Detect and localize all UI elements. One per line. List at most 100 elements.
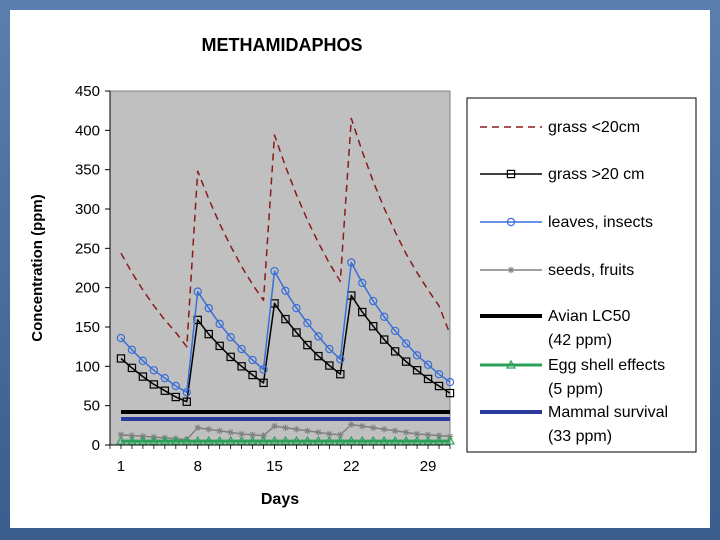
triangle-marker (313, 435, 324, 445)
circle-marker (369, 296, 378, 306)
legend-label: (42 ppm) (548, 332, 612, 349)
square-marker (116, 354, 126, 363)
x-tick-label: 22 (343, 458, 360, 475)
asterisk-marker (435, 432, 443, 439)
circle-marker (215, 319, 224, 329)
asterisk-stroke (348, 421, 355, 428)
series-line (120, 117, 451, 348)
asterisk-stroke (227, 429, 234, 436)
square-marker (434, 381, 444, 391)
chart-title: METHAMIDAPHOS (202, 35, 363, 55)
triangle-marker (258, 435, 269, 445)
circle-marker (412, 351, 422, 360)
square-marker (303, 340, 312, 350)
circle-marker (336, 355, 345, 364)
asterisk-marker (391, 427, 399, 435)
triangle-marker (291, 435, 302, 445)
asterisk-marker (348, 421, 355, 428)
asterisk-stroke (315, 429, 322, 436)
circle-marker (401, 339, 411, 348)
circle-marker (506, 217, 516, 227)
circle-marker (390, 326, 400, 336)
triangle-marker (148, 435, 159, 445)
legend-label: Mammal survival (548, 404, 668, 421)
square-marker (445, 388, 455, 398)
asterisk-marker (216, 427, 223, 435)
chart: METHAMIDAPHOS 0 50 100 150 200 250 300 350 400 45… (29, 35, 697, 508)
square-marker (292, 328, 301, 337)
square-marker (506, 169, 516, 179)
asterisk-stroke (337, 432, 344, 438)
triangle-marker (433, 435, 445, 445)
asterisk-stroke (414, 431, 420, 437)
asterisk-stroke (370, 424, 376, 431)
asterisk-stroke (282, 424, 289, 431)
legend-label: grass <20cm (548, 119, 640, 136)
triangle-marker (401, 435, 412, 445)
triangle-marker (203, 435, 214, 445)
asterisk-stroke (249, 432, 256, 438)
circle-marker (270, 266, 279, 276)
circle-marker (226, 333, 235, 342)
series-line (120, 294, 451, 403)
asterisk-stroke (359, 423, 366, 429)
triangle-marker (335, 435, 346, 445)
square-marker (204, 329, 213, 339)
legend-label: leaves, insects (548, 214, 653, 231)
y-tick-label: 300 (75, 201, 100, 218)
series-line (120, 261, 451, 394)
circle-marker (160, 373, 170, 383)
asterisk-stroke (129, 432, 135, 439)
asterisk-stroke (436, 432, 442, 439)
x-tick-label: 1 (117, 458, 125, 475)
x-axis-label: Days (261, 491, 299, 508)
triangle-marker (302, 435, 313, 445)
legend-entry: seeds, fruits (480, 262, 634, 279)
triangle-marker (346, 435, 357, 445)
circle-marker (445, 377, 455, 387)
asterisk-stroke (271, 423, 278, 429)
legend-label: Avian LC50 (548, 308, 631, 325)
asterisk-marker (402, 429, 410, 436)
circle-marker (423, 360, 433, 369)
asterisk-marker (293, 426, 300, 433)
asterisk-marker (227, 429, 234, 436)
legend-label: grass >20 cm (548, 166, 644, 183)
series-layer (115, 117, 456, 445)
legend-entry: grass <20cm (480, 119, 640, 136)
circle-marker (434, 370, 444, 379)
triangle-marker (412, 435, 423, 445)
y-tick-label: 400 (75, 122, 100, 139)
circle-marker (237, 344, 246, 354)
asterisk-marker (260, 432, 267, 439)
asterisk-marker (271, 422, 278, 430)
circle-marker (193, 287, 202, 296)
asterisk-stroke (260, 432, 267, 439)
legend-label: (33 ppm) (548, 428, 612, 445)
square-marker (401, 357, 411, 366)
series-egg-shell-effects (115, 435, 456, 445)
asterisk-stroke (194, 424, 201, 431)
triangle-marker (214, 435, 225, 445)
asterisk-marker (359, 422, 366, 430)
circle-marker (171, 381, 181, 391)
square-marker (237, 362, 246, 371)
triangle-marker (137, 435, 148, 445)
circle-marker (138, 356, 148, 366)
square-marker (390, 347, 400, 356)
triangle-marker (225, 435, 236, 445)
triangle-marker (423, 435, 434, 445)
asterisk-stroke (326, 431, 333, 437)
legend-label: seeds, fruits (548, 262, 634, 279)
asterisk-stroke (403, 429, 409, 436)
y-tick-label: 200 (75, 280, 100, 297)
asterisk-stroke (381, 426, 387, 433)
square-marker (281, 314, 290, 324)
triangle-marker (505, 359, 517, 369)
x-axis-ticks: 1 8 15 22 29 (109, 445, 451, 475)
y-tick-label: 350 (75, 162, 100, 179)
square-marker (248, 370, 257, 380)
triangle-marker (280, 435, 291, 445)
asterisk-marker (282, 424, 289, 431)
square-marker (314, 351, 323, 361)
